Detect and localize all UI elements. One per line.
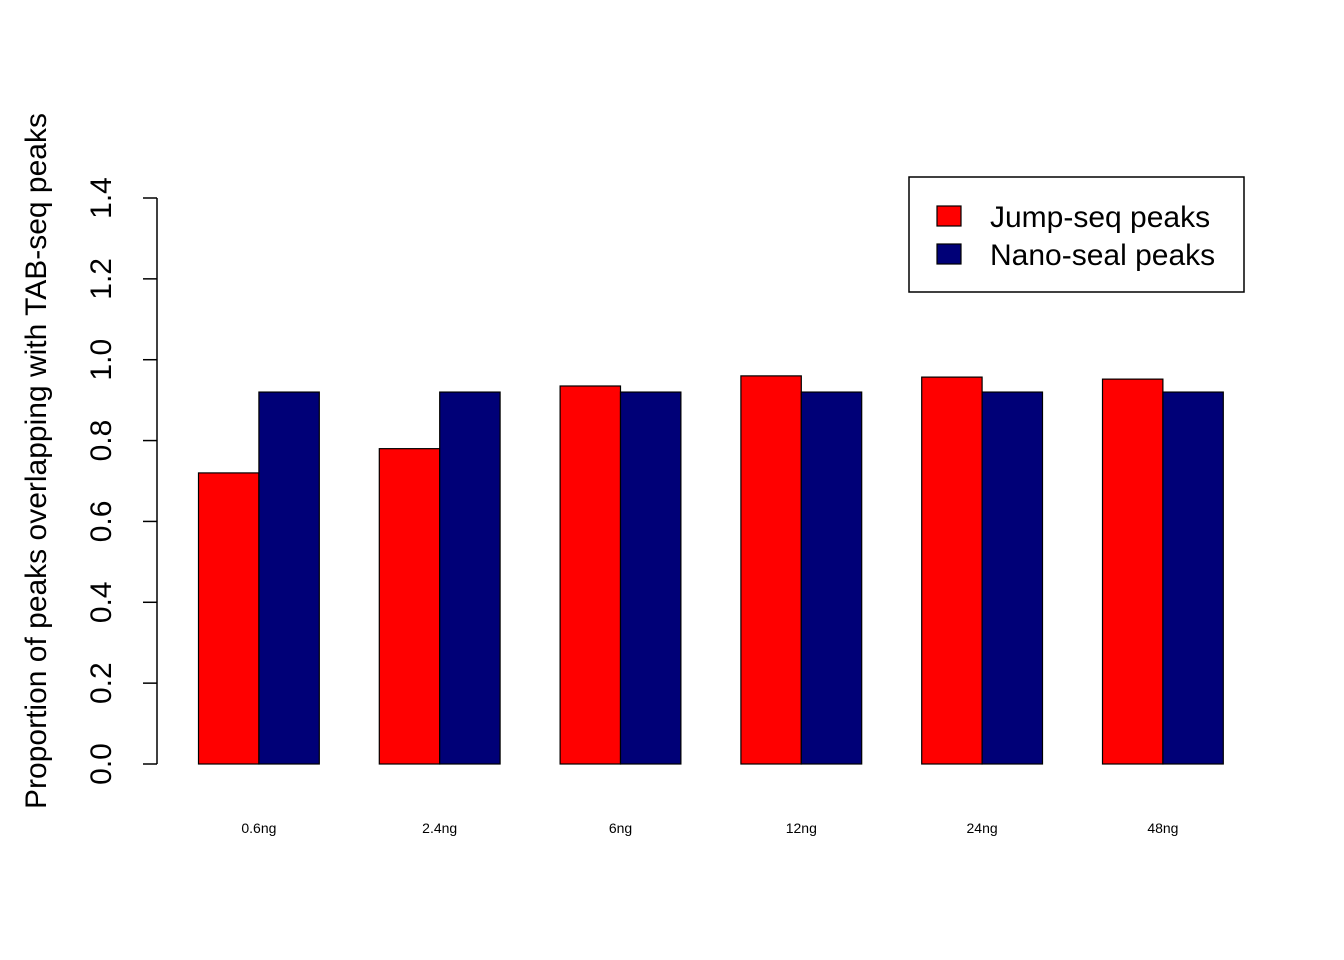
bar-jump-seq-2.4ng [378, 448, 441, 765]
legend-label-jump-seq: Jump-seq peaks [990, 201, 1210, 234]
bar-nano-seal-6ng [619, 391, 682, 765]
bars [197, 375, 1224, 765]
x-tick-label: 6ng [609, 820, 632, 836]
y-tick-label: 0.8 [85, 420, 118, 462]
y-tick-label: 0.4 [85, 581, 118, 623]
legend: Jump-seq peaks Nano-seal peaks [908, 176, 1245, 293]
legend-swatch-jump-seq [936, 205, 962, 227]
bar-nano-seal-12ng [800, 391, 863, 765]
bar-jump-seq-0.6ng [197, 472, 260, 765]
bar-nano-seal-48ng [1162, 391, 1224, 765]
legend-swatch-nano-seal [936, 243, 962, 265]
bar-jump-seq-24ng [921, 376, 983, 765]
bar-nano-seal-0.6ng [258, 391, 320, 765]
x-tick-label: 2.4ng [422, 820, 457, 836]
legend-label-nano-seal: Nano-seal peaks [990, 239, 1215, 272]
y-tick-label: 1.2 [85, 258, 118, 300]
y-tick-label: 1.4 [85, 177, 118, 219]
y-tick-label: 1.0 [85, 339, 118, 381]
y-axis: 0.0 0.2 0.4 0.6 0.8 1.0 1.2 1.4 [85, 177, 158, 785]
x-tick-label: 12ng [786, 820, 817, 836]
x-tick-label: 24ng [967, 820, 998, 836]
y-tick-label: 0.6 [85, 501, 118, 543]
bar-nano-seal-24ng [981, 391, 1044, 765]
x-tick-label: 48ng [1147, 820, 1178, 836]
bar-jump-seq-48ng [1101, 378, 1164, 765]
legend-box [908, 176, 1245, 293]
y-axis-label: Proportion of peaks overlapping with TAB… [20, 113, 53, 809]
bar-jump-seq-6ng [559, 385, 622, 765]
bar-nano-seal-2.4ng [439, 391, 501, 765]
x-axis-labels: 0.6ng 2.4ng 6ng 12ng 24ng 48ng [241, 820, 1178, 836]
y-tick-label: 0.0 [85, 743, 118, 785]
y-tick-label: 0.2 [85, 662, 118, 704]
x-tick-label: 0.6ng [241, 820, 276, 836]
bar-jump-seq-12ng [740, 375, 802, 765]
